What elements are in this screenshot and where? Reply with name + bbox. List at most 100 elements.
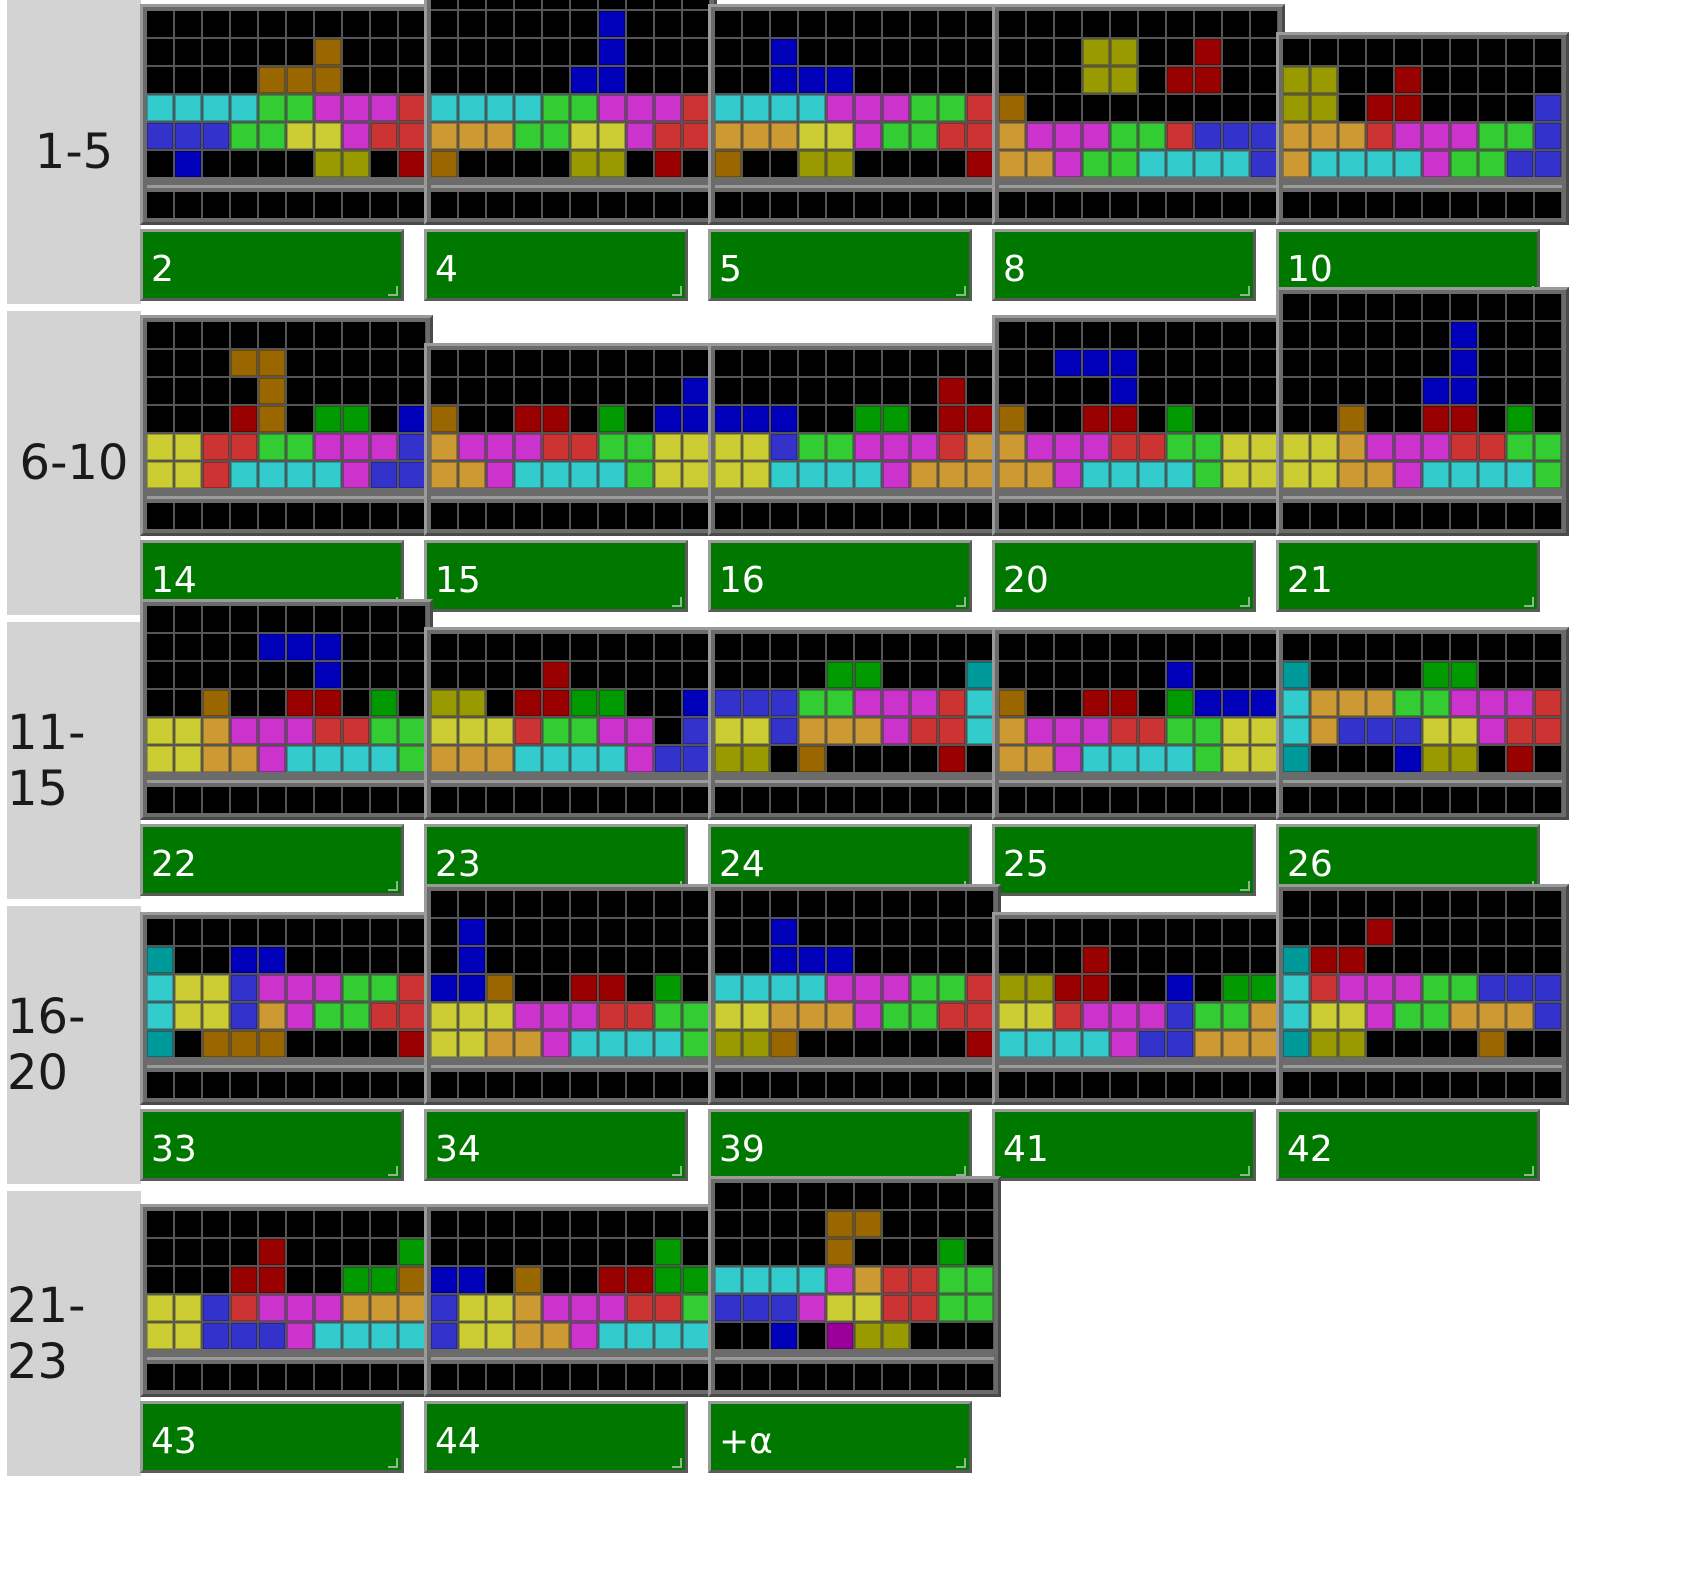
filled-block	[655, 975, 681, 1001]
empty-cell	[683, 1364, 709, 1390]
resize-grip-icon[interactable]	[1240, 286, 1250, 296]
next-queue-grid	[715, 1072, 994, 1098]
resize-grip-icon[interactable]	[388, 1458, 398, 1468]
answer-textarea[interactable]: 41	[992, 1109, 1256, 1181]
answer-textarea[interactable]: 44	[424, 1401, 688, 1473]
answer-textarea[interactable]: 4	[424, 229, 688, 301]
empty-cell	[1283, 322, 1309, 348]
filled-block	[343, 406, 369, 432]
row-label: 21-23	[7, 1191, 141, 1476]
empty-cell	[855, 11, 881, 37]
empty-cell	[287, 39, 313, 65]
resize-grip-icon[interactable]	[956, 597, 966, 607]
empty-cell	[999, 1072, 1025, 1098]
filled-block	[939, 462, 965, 488]
next-queue-grid	[715, 1364, 994, 1390]
empty-cell	[715, 350, 741, 376]
empty-cell	[1111, 192, 1137, 218]
answer-textarea[interactable]: 25	[992, 824, 1256, 896]
empty-cell	[487, 406, 513, 432]
filled-block	[855, 123, 881, 149]
filled-block	[827, 67, 853, 93]
empty-cell	[911, 406, 937, 432]
resize-grip-icon[interactable]	[1524, 1166, 1534, 1176]
empty-cell	[1507, 294, 1533, 320]
filled-block	[1139, 1031, 1165, 1057]
resize-grip-icon[interactable]	[956, 1166, 966, 1176]
empty-cell	[799, 1323, 825, 1349]
empty-cell	[1251, 787, 1277, 813]
resize-grip-icon[interactable]	[672, 286, 682, 296]
resize-grip-icon[interactable]	[388, 1166, 398, 1176]
filled-block	[855, 718, 881, 744]
filled-block	[999, 1003, 1025, 1029]
resize-grip-icon[interactable]	[672, 1458, 682, 1468]
empty-cell	[1251, 503, 1277, 529]
filled-block	[627, 1267, 653, 1293]
answer-textarea[interactable]: 5	[708, 229, 972, 301]
empty-cell	[1339, 378, 1365, 404]
filled-block	[771, 1295, 797, 1321]
answer-textarea[interactable]: 22	[140, 824, 404, 896]
empty-cell	[399, 503, 425, 529]
filled-block	[543, 690, 569, 716]
filled-block	[459, 975, 485, 1001]
empty-cell	[655, 11, 681, 37]
empty-cell	[571, 11, 597, 37]
resize-grip-icon[interactable]	[1240, 597, 1250, 607]
empty-cell	[911, 1072, 937, 1098]
empty-cell	[599, 1364, 625, 1390]
empty-cell	[459, 151, 485, 177]
answer-textarea[interactable]: 43	[140, 1401, 404, 1473]
filled-block	[1311, 690, 1337, 716]
empty-cell	[175, 919, 201, 945]
empty-cell	[259, 787, 285, 813]
next-queue-grid	[1283, 787, 1562, 813]
filled-block	[999, 718, 1025, 744]
resize-grip-icon[interactable]	[1240, 1166, 1250, 1176]
empty-cell	[1507, 1031, 1533, 1057]
resize-grip-icon[interactable]	[1240, 881, 1250, 891]
filled-block	[1055, 746, 1081, 772]
filled-block	[1507, 690, 1533, 716]
filled-block	[715, 718, 741, 744]
empty-cell	[1311, 919, 1337, 945]
filled-block	[1083, 434, 1109, 460]
empty-cell	[1339, 95, 1365, 121]
resize-grip-icon[interactable]	[672, 1166, 682, 1176]
resize-grip-icon[interactable]	[388, 881, 398, 891]
filled-block	[883, 718, 909, 744]
filled-block	[1251, 690, 1277, 716]
answer-textarea[interactable]: +α	[708, 1401, 972, 1473]
empty-cell	[571, 39, 597, 65]
answer-textarea[interactable]: 21	[1276, 540, 1540, 612]
filled-block	[1083, 1003, 1109, 1029]
empty-cell	[203, 662, 229, 688]
filled-block	[343, 1267, 369, 1293]
empty-cell	[1055, 67, 1081, 93]
resize-grip-icon[interactable]	[1524, 597, 1534, 607]
empty-cell	[203, 606, 229, 632]
empty-cell	[655, 67, 681, 93]
resize-grip-icon[interactable]	[388, 286, 398, 296]
answer-textarea[interactable]: 20	[992, 540, 1256, 612]
resize-grip-icon[interactable]	[956, 1458, 966, 1468]
answer-textarea[interactable]: 2	[140, 229, 404, 301]
answer-textarea[interactable]: 15	[424, 540, 688, 612]
answer-textarea[interactable]: 33	[140, 1109, 404, 1181]
empty-cell	[627, 975, 653, 1001]
filled-block	[743, 718, 769, 744]
answer-textarea[interactable]: 34	[424, 1109, 688, 1181]
resize-grip-icon[interactable]	[956, 286, 966, 296]
answer-textarea[interactable]: 8	[992, 229, 1256, 301]
answer-textarea[interactable]: 16	[708, 540, 972, 612]
filled-block	[771, 947, 797, 973]
empty-cell	[459, 1239, 485, 1265]
answer-textarea[interactable]: 39	[708, 1109, 972, 1181]
filled-block	[883, 1295, 909, 1321]
resize-grip-icon[interactable]	[672, 597, 682, 607]
answer-textarea[interactable]: 42	[1276, 1109, 1540, 1181]
empty-cell	[939, 919, 965, 945]
filled-block	[1111, 462, 1137, 488]
filled-block	[1195, 67, 1221, 93]
